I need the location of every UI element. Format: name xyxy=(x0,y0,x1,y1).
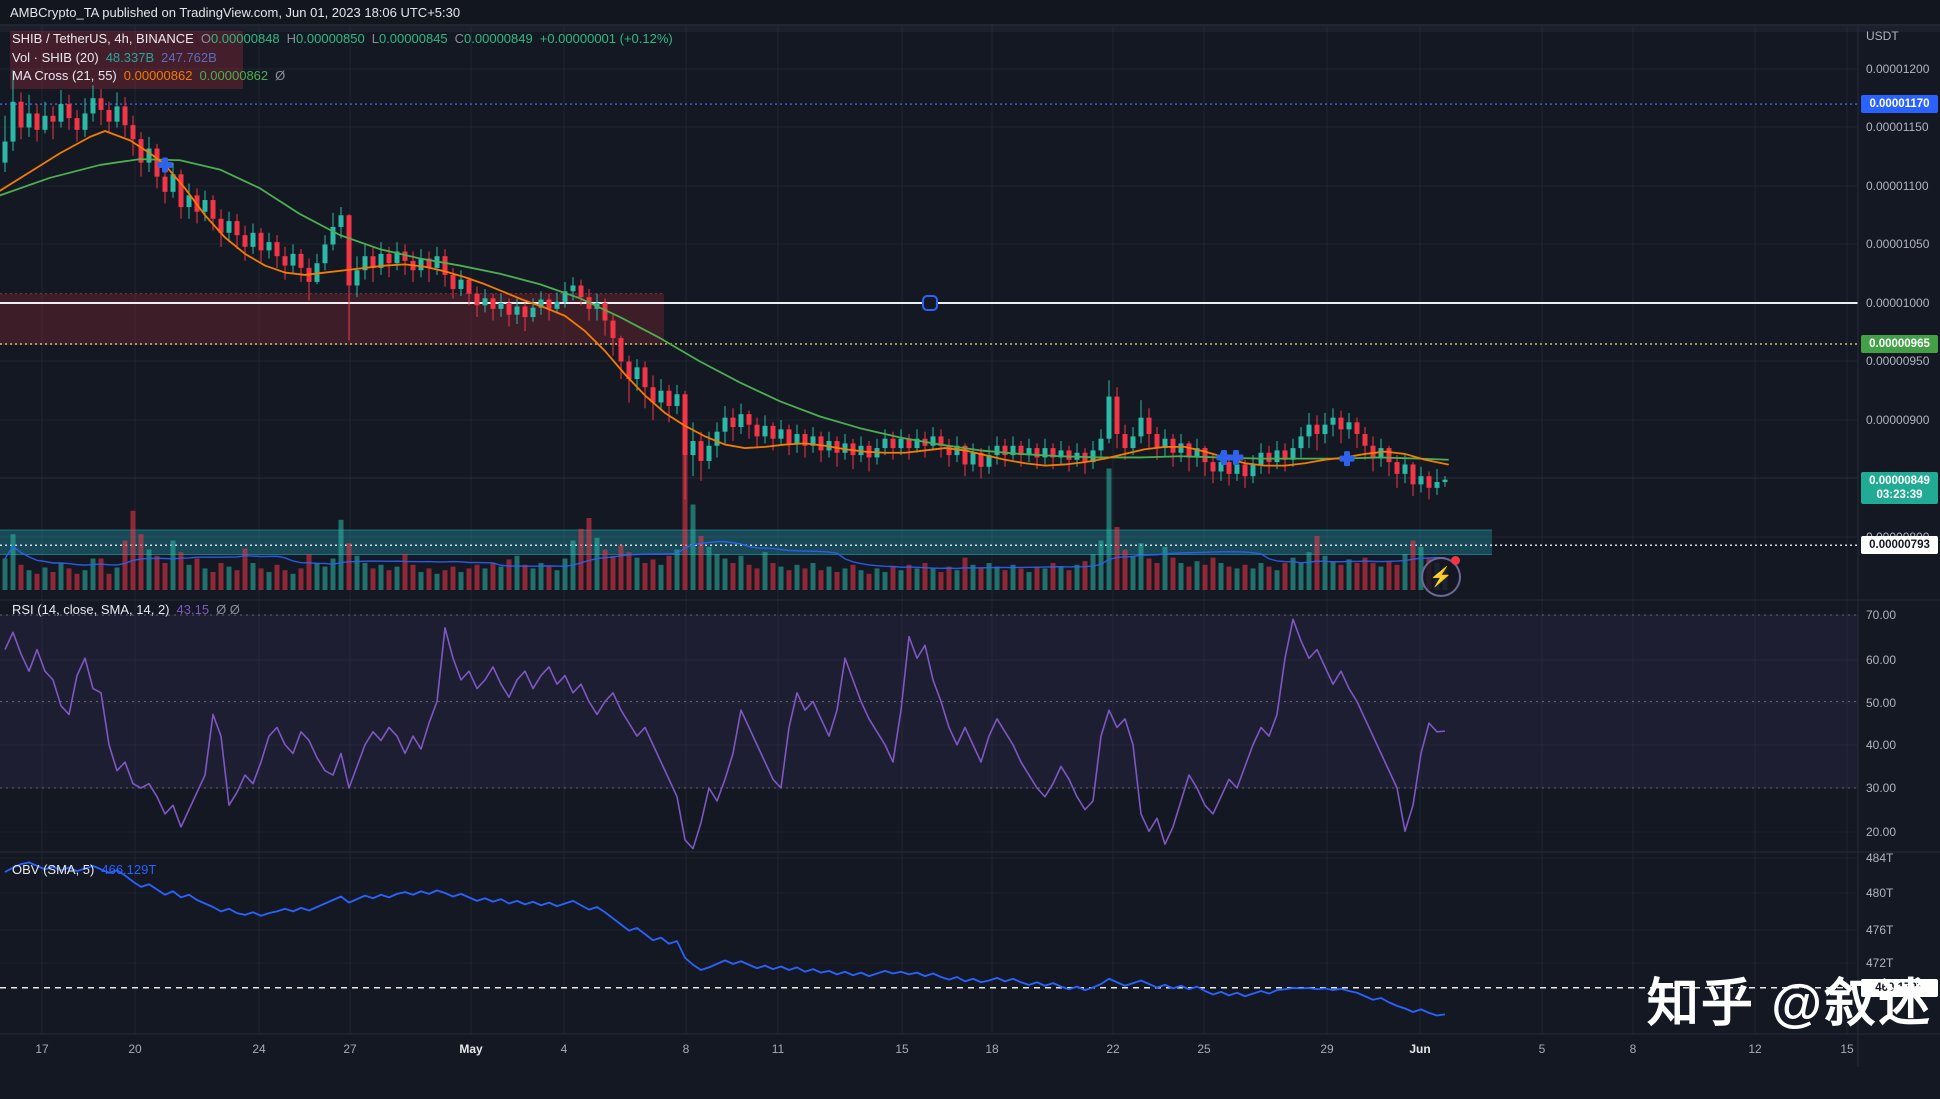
axis-tick-label: 0.00000900 xyxy=(1866,413,1930,427)
time-tick-label: 11 xyxy=(771,1042,785,1056)
axis-tick-label: 476T xyxy=(1866,923,1894,937)
symbol-title: SHIB / TetherUS, 4h, BINANCE xyxy=(12,31,194,46)
axis-tick-label: 0.00001050 xyxy=(1866,237,1930,251)
axis-tick-label: 0.00000950 xyxy=(1866,354,1930,368)
axis-tick-label: 70.00 xyxy=(1866,608,1897,622)
ma-fast-value: 0.00000862 xyxy=(123,68,193,83)
axis-tick-label: 0.00001150 xyxy=(1866,120,1929,134)
price-badge: 0.00001170 xyxy=(1861,95,1938,113)
obv-title: OBV (SMA, 5) xyxy=(12,862,95,877)
time-tick-label: Jun xyxy=(1409,1042,1431,1056)
time-tick-label: 17 xyxy=(35,1042,49,1056)
pane-separators xyxy=(0,24,1940,1067)
rsi-extra-icon: Ø Ø xyxy=(216,602,240,617)
axis-tick-label: 480T xyxy=(1866,886,1894,900)
price-badge: 0.00000849 03:23:39 xyxy=(1861,472,1938,504)
obv-legend-row[interactable]: OBV (SMA, 5) 466.129T xyxy=(12,862,156,877)
high-label: H xyxy=(286,31,297,46)
price-badge: 469.172T xyxy=(1861,979,1938,997)
time-tick-label: 5 xyxy=(1538,1042,1546,1056)
lightning-icon: ⚡ xyxy=(1429,567,1453,588)
rsi-value: 43.15 xyxy=(176,602,210,617)
zones-layer xyxy=(0,31,1492,556)
time-tick-label: 4 xyxy=(560,1042,568,1056)
change-value: +0.00000001 (+0.12%) xyxy=(539,31,673,46)
axis-tick-label: 484T xyxy=(1866,851,1894,865)
candles-layer xyxy=(2,70,1448,500)
symbol-legend-row[interactable]: SHIB / TetherUS, 4h, BINANCE O0.00000848… xyxy=(12,31,673,46)
publish-bar: AMBCrypto_TA published on TradingView.co… xyxy=(0,0,1940,25)
obv-value: 466.129T xyxy=(101,862,157,877)
volume-title: Vol · SHIB (20) xyxy=(12,50,99,65)
time-tick-label: 8 xyxy=(1629,1042,1637,1056)
low-label: L xyxy=(371,31,379,46)
time-tick-label: 12 xyxy=(1748,1042,1762,1056)
rsi-title: RSI (14, close, SMA, 14, 2) xyxy=(12,602,170,617)
ma-slow-value: 0.00000862 xyxy=(199,68,269,83)
watermark: 知乎 @叙述 xyxy=(1646,975,1932,1033)
ma-cross-legend-row[interactable]: MA Cross (21, 55) 0.00000862 0.00000862 … xyxy=(12,68,285,83)
axis-tick-label: 0.00001200 xyxy=(1866,62,1930,76)
rsi-layer xyxy=(0,614,1858,850)
axis-tick-label: 50.00 xyxy=(1866,696,1897,710)
ma-fast-line xyxy=(0,130,1449,467)
time-tick-label: 15 xyxy=(1840,1042,1854,1056)
price-badge: 0.00000965 xyxy=(1861,335,1938,353)
time-tick-label: 15 xyxy=(895,1042,909,1056)
volume-legend-row[interactable]: Vol · SHIB (20) 48.337B 247.762B xyxy=(12,50,217,65)
countdown-timer: 03:23:39 xyxy=(1876,489,1923,501)
price-badge: 0.00000793 xyxy=(1861,536,1938,554)
time-tick-label: 24 xyxy=(252,1042,266,1056)
hline-handle[interactable] xyxy=(922,295,938,311)
axis-tick-label: 40.00 xyxy=(1866,738,1897,752)
ma-cross-title: MA Cross (21, 55) xyxy=(12,68,117,83)
ma-extra-icon: Ø xyxy=(275,68,286,83)
time-tick-label: 22 xyxy=(1106,1042,1120,1056)
open-label: O xyxy=(200,31,211,46)
axis-tick-label: 60.00 xyxy=(1866,653,1897,667)
currency-label: USDT xyxy=(1866,29,1899,43)
close-value: 0.00000849 xyxy=(464,31,533,46)
time-tick-label: 27 xyxy=(343,1042,357,1056)
time-tick-label: 29 xyxy=(1320,1042,1334,1056)
time-axis[interactable]: 17 20 24 27 May 4 8 11 15 18 22 25 29 Jun 5 8 12 15 xyxy=(0,1034,1858,1067)
axis-tick-label: 0.00001000 xyxy=(1866,296,1930,310)
ma-cross-markers xyxy=(157,157,1355,467)
low-value: 0.00000845 xyxy=(378,31,448,46)
notification-dot-icon xyxy=(1451,556,1460,565)
publish-text: AMBCrypto_TA published on TradingView.co… xyxy=(10,5,461,20)
time-tick-label: 8 xyxy=(682,1042,690,1056)
time-tick-label: 20 xyxy=(128,1042,142,1056)
volume-layer xyxy=(2,455,1448,590)
time-tick-label: 25 xyxy=(1197,1042,1211,1056)
volume-value: 48.337B xyxy=(105,50,155,65)
axis-tick-label: 472T xyxy=(1866,956,1894,970)
axis-tick-label: 0.00001100 xyxy=(1866,179,1929,193)
time-tick-label: May xyxy=(459,1042,483,1056)
high-value: 0.00000850 xyxy=(296,31,365,46)
close-label: C xyxy=(454,31,465,46)
obv-layer xyxy=(0,861,1858,1017)
axis-tick-label: 20.00 xyxy=(1866,825,1897,839)
axis-tick-label: 30.00 xyxy=(1866,781,1897,795)
time-tick-label: 18 xyxy=(985,1042,999,1056)
volume-ma-value: 247.762B xyxy=(161,50,217,65)
open-value: 0.00000848 xyxy=(210,31,280,46)
rsi-legend-row[interactable]: RSI (14, close, SMA, 14, 2) 43.15 Ø Ø xyxy=(12,602,240,617)
